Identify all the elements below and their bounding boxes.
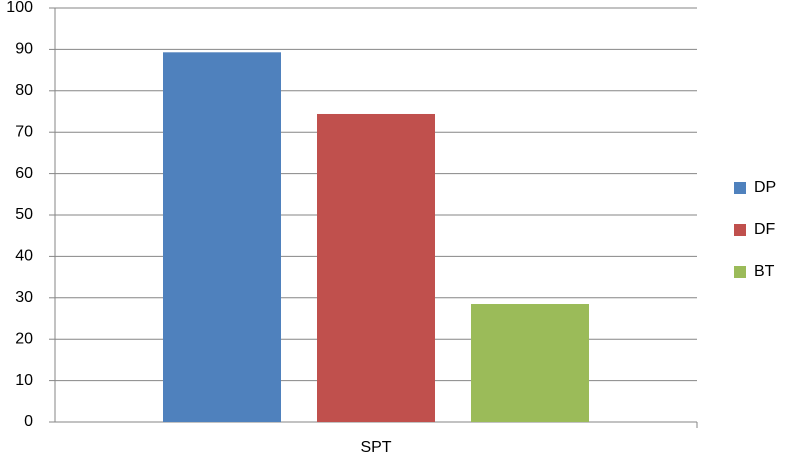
legend-label: BT [754, 263, 775, 280]
y-tick-label: 10 [15, 372, 33, 389]
y-tick-label: 40 [15, 248, 33, 265]
bar [317, 113, 435, 422]
bar [471, 304, 589, 422]
legend-swatch [734, 266, 746, 278]
legend-label: DP [754, 179, 776, 196]
x-tick-label: SPT [360, 439, 391, 456]
y-tick-label: 50 [15, 206, 33, 223]
y-tick-label: 60 [15, 165, 33, 182]
y-tick-label: 20 [15, 330, 33, 347]
y-tick-label: 80 [15, 82, 33, 99]
y-tick-label: 30 [15, 289, 33, 306]
y-tick-label: 100 [6, 0, 33, 16]
y-tick-label: 70 [15, 123, 33, 140]
y-tick-label: 0 [24, 413, 33, 430]
legend-swatch [734, 182, 746, 194]
legend-swatch [734, 224, 746, 236]
y-tick-label: 90 [15, 41, 33, 58]
legend-label: DF [754, 221, 776, 238]
bar [163, 52, 281, 422]
